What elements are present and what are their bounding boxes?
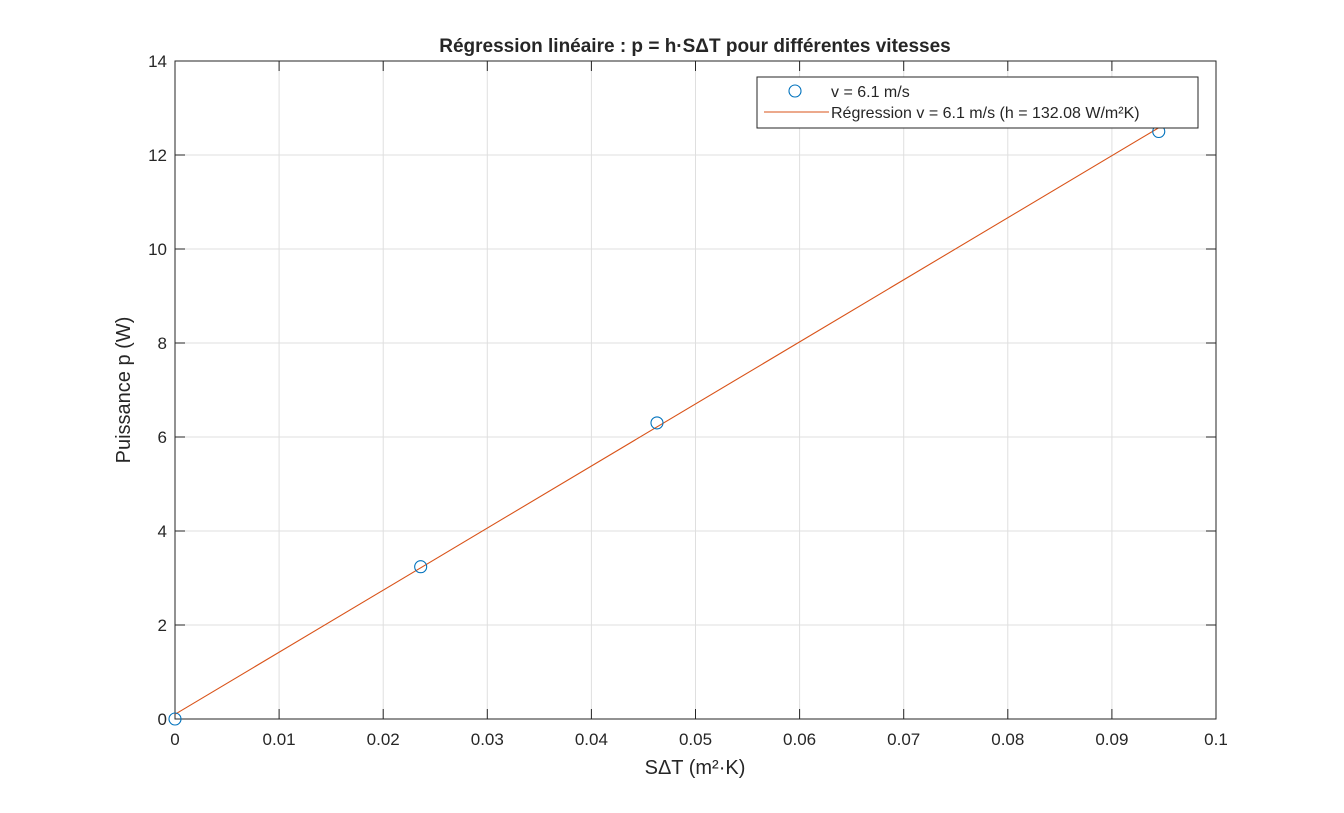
series-layer: [168, 124, 1166, 726]
y-tick-label: 10: [148, 240, 167, 259]
x-tick-label: 0.1: [1204, 730, 1228, 749]
x-tick-label: 0.09: [1095, 730, 1128, 749]
y-axis-label: Puissance p (W): [113, 317, 135, 464]
legend-box: [756, 76, 1199, 129]
legend-marker-circle: [788, 84, 802, 98]
x-tick-label: 0.01: [263, 730, 296, 749]
data-point: [650, 416, 664, 430]
x-tick-label: 0.07: [887, 730, 920, 749]
data-point: [168, 712, 182, 726]
x-tick-label: 0.08: [991, 730, 1024, 749]
x-tick-label: 0.02: [367, 730, 400, 749]
data-point: [414, 560, 428, 574]
x-tick-label: 0.05: [679, 730, 712, 749]
legend-entry-markers: v = 6.1 m/s: [831, 84, 910, 101]
x-tick-label: 0.03: [471, 730, 504, 749]
grid-lines: [175, 61, 1216, 719]
y-tick-label: 8: [158, 334, 167, 353]
x-tick-label: 0: [170, 730, 179, 749]
y-tick-label: 6: [158, 428, 167, 447]
y-tick-label: 2: [158, 616, 167, 635]
regression-line: [174, 127, 1160, 715]
x-tick-label: 0.06: [783, 730, 816, 749]
y-tick-label: 12: [148, 146, 167, 165]
x-tick-label: 0.04: [575, 730, 608, 749]
y-tick-label: 14: [148, 52, 167, 71]
y-tick-label: 0: [158, 710, 167, 729]
y-axis-ticks: 0 2 4 6 8 10 12 14: [148, 52, 1216, 729]
legend-entry-regression: Régression v = 6.1 m/s (h = 132.08 W/m²K…: [831, 105, 1140, 122]
y-tick-label: 4: [158, 522, 167, 541]
x-axis-ticks: 0 0.01 0.02 0.03 0.04 0.05 0.06 0.07 0.08 0.09 0.1: [170, 61, 1228, 749]
x-axis-label: SΔT (m²·K): [645, 757, 746, 779]
chart-title: Régression linéaire : p = h·SΔT pour dif…: [439, 36, 951, 57]
legend: v = 6.1 m/s Régression v = 6.1 m/s (h = …: [756, 76, 1199, 129]
